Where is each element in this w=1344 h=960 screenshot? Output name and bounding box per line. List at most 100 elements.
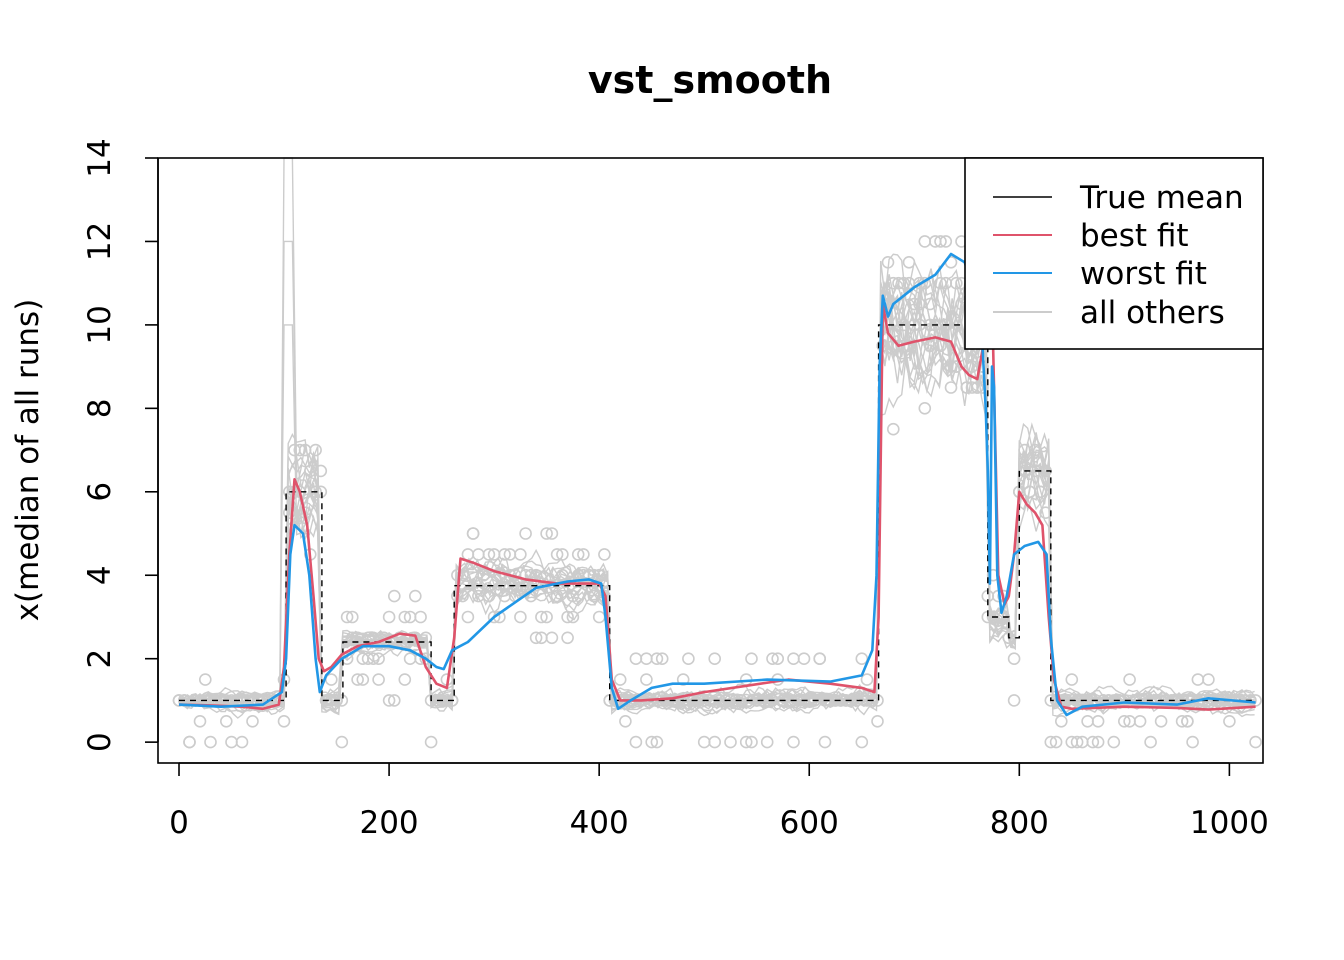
observation-point [1007,694,1021,707]
observation-point [424,735,438,749]
observation-point [477,568,490,582]
observation-point [871,714,884,728]
observation-point [225,735,238,749]
observation-point [939,235,953,248]
observation-point [776,694,790,707]
observation-point [372,652,385,666]
observation-point [561,610,574,624]
observation-point [545,527,559,540]
observation-point [1123,673,1136,686]
observation-point [886,422,900,436]
other-run-line [178,302,1256,715]
observation-point [855,652,869,666]
observation-point [970,381,984,394]
observation-point [1086,735,1100,749]
y-tick-label: 2 [82,649,118,669]
observation-point [697,735,711,749]
observation-point [330,694,343,707]
observation-point [550,548,564,561]
observation-point [1249,735,1262,749]
observation-point [356,673,370,686]
observation-point [1091,735,1105,749]
observation-point [697,694,711,707]
observation-point [220,714,233,728]
observation-point [1223,714,1236,728]
y-tick-label: 8 [82,398,118,418]
observation-point [907,297,921,311]
y-tick-label: 12 [82,222,118,261]
observation-point [650,652,664,666]
observation-point [860,673,874,686]
observation-point [183,735,196,749]
observation-point [708,652,722,666]
observation-point [934,235,947,248]
observation-point [708,735,722,749]
x-tick-label: 400 [570,805,629,841]
observation-point [277,714,291,728]
observation-point [503,568,517,582]
observation-point [1181,714,1194,728]
legend-label-worst-fit: worst fit [1080,256,1207,292]
x-tick-label: 600 [780,805,839,841]
observation-point [734,694,748,707]
y-tick-label: 4 [82,565,118,585]
x-axis: 0 200 400 600 800 1000 [169,762,1269,841]
observation-point [1175,714,1189,728]
observation-point [1133,714,1147,728]
observation-point [498,548,511,561]
observation-point [655,652,669,666]
observation-point [550,589,564,603]
fit-series-layer [178,252,1256,717]
observation-point [514,548,527,561]
observation-point [592,610,606,624]
observation-point [419,631,433,645]
observation-point [1044,735,1058,749]
observation-point [745,735,758,749]
observation-point [451,568,464,582]
observation-point [466,527,480,540]
observation-point [897,276,911,290]
observation-point [372,673,385,686]
observation-point [787,652,800,666]
y-tick-label: 14 [82,138,118,177]
observation-point [1118,714,1131,728]
observation-point [335,735,349,749]
x-tick-label: 0 [169,805,189,841]
observation-point [345,631,359,645]
x-tick-label: 1000 [1190,805,1269,841]
legend-label-true-mean: True mean [1079,180,1244,216]
observation-point [1107,735,1121,749]
observation-point [577,548,590,561]
observation-point [345,610,359,624]
observation-point [645,735,659,749]
observation-point [902,255,916,269]
y-axis-label: x(median of all runs) [10,299,46,622]
observation-point [199,673,212,686]
observation-point [461,610,475,624]
observation-point [246,714,259,728]
observation-point [944,360,958,373]
observation-point [771,652,785,666]
observation-point [545,631,559,645]
observation-point [1081,714,1094,728]
observation-point [351,673,364,686]
y-axis: 0 2 4 6 8 10 12 14 [82,138,159,752]
observation-point [309,485,322,499]
observation-point [1191,673,1205,686]
observation-point [865,694,879,707]
observation-point [393,631,406,645]
observation-point [193,714,207,728]
x-tick-label: 200 [359,805,418,841]
observation-point [487,610,501,624]
observation-point [398,673,412,686]
observation-point [566,589,580,603]
observation-point [855,735,869,749]
observation-point [944,381,958,394]
observation-point [445,694,459,707]
observation-point [592,568,606,582]
observation-point [571,548,585,561]
observation-point [934,276,947,290]
observation-point [1154,714,1168,728]
legend-label-best-fit: best fit [1080,218,1189,254]
